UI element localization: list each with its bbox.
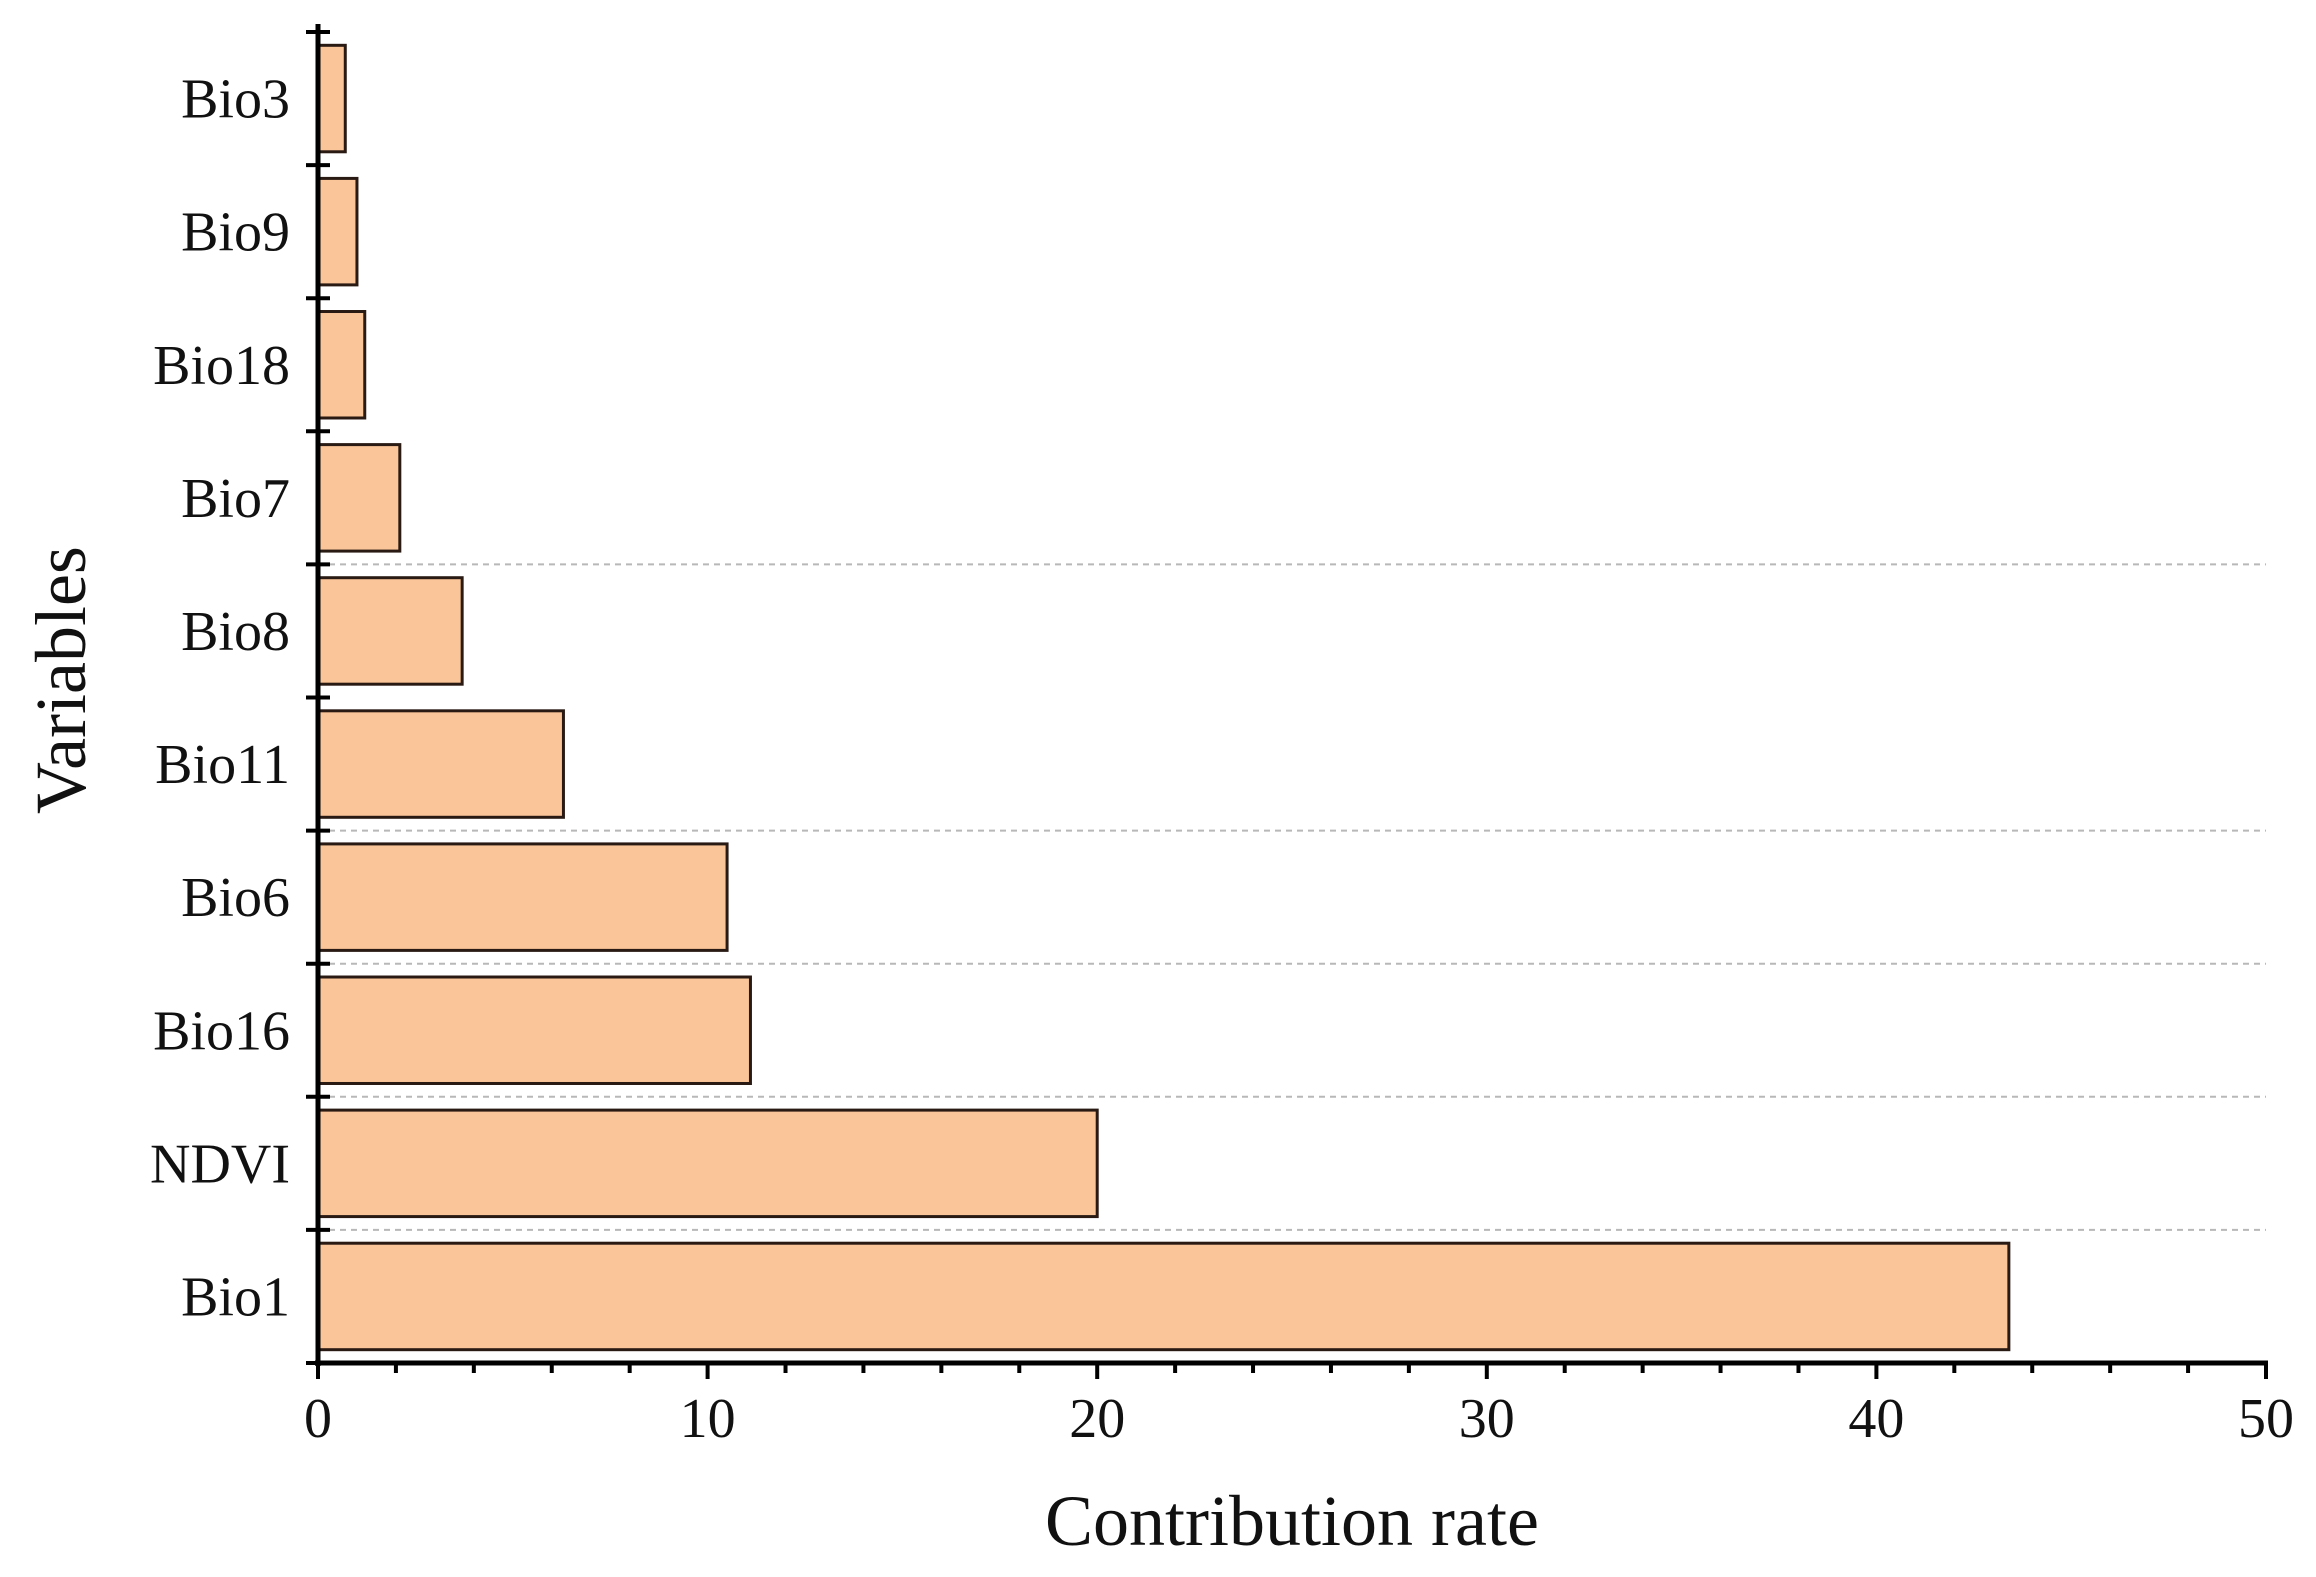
bar-bio7: [316, 443, 402, 553]
x-tick-label: 30: [1459, 1388, 1515, 1450]
gridlines: [318, 563, 2266, 1231]
bar-bio3: [316, 43, 347, 154]
y-axis-title: Variables: [21, 546, 101, 814]
y-tick-label: NDVI: [150, 1133, 290, 1195]
x-tick-label: 50: [2238, 1388, 2294, 1450]
axes: [306, 24, 2268, 1379]
y-tick-label: Bio3: [181, 69, 290, 131]
y-tick-label: Bio11: [155, 734, 290, 796]
y-tick-label: Bio6: [181, 867, 290, 929]
y-tick-label: Bio18: [153, 335, 290, 397]
bar-bio9: [316, 176, 359, 287]
y-tick-label: Bio8: [181, 601, 290, 663]
y-tick-label: Bio16: [153, 1000, 290, 1062]
bar-ndvi: [316, 1108, 1099, 1219]
x-tick-label: 0: [304, 1388, 332, 1450]
bar-bio8: [316, 576, 464, 686]
x-tick-label: 40: [1848, 1388, 1904, 1450]
x-tick-label: 20: [1069, 1388, 1125, 1450]
bar-bio18: [316, 310, 367, 420]
y-tick-label: Bio7: [181, 468, 290, 530]
bars: [316, 43, 2011, 1352]
x-axis-title: Contribution rate: [1045, 1481, 1539, 1561]
bar-bio6: [316, 842, 729, 952]
bar-bio16: [316, 975, 752, 1085]
tick-labels: Bio3 Bio9 Bio18 Bio7 Bio8 Bio11 Bio6 Bio16 NDVI B…: [150, 69, 2294, 1450]
y-tick-label: Bio9: [181, 202, 290, 264]
bar-bio11: [316, 709, 565, 819]
x-tick-label: 10: [680, 1388, 736, 1450]
y-tick-label: Bio1: [181, 1266, 290, 1328]
bar-bio1: [316, 1241, 2011, 1352]
